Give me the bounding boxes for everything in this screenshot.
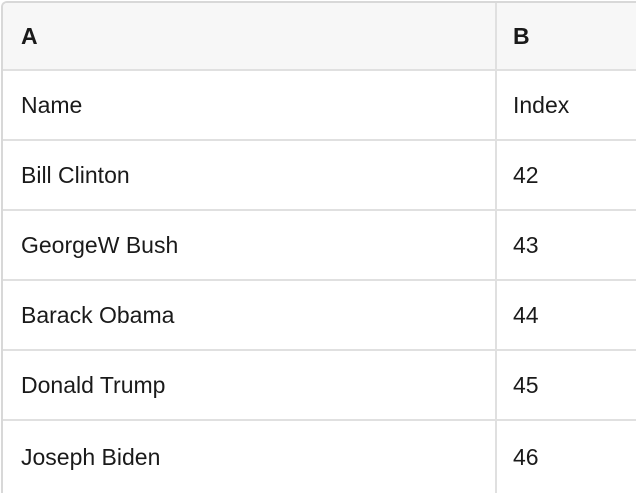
table-row: GeorgeW Bush 43 (3, 211, 636, 281)
cell-b[interactable]: Index (495, 71, 636, 139)
cell-a[interactable]: GeorgeW Bush (21, 231, 179, 258)
cell-b[interactable]: 46 (495, 421, 636, 493)
column-header-b[interactable]: B (495, 3, 636, 69)
table-row: Donald Trump 45 (3, 351, 636, 421)
table-row: Barack Obama 44 (3, 281, 636, 351)
cell-a[interactable]: Barack Obama (21, 301, 175, 328)
header-row: A B (3, 3, 636, 71)
table-row: Name Index (3, 71, 636, 141)
cell-a[interactable]: Name (21, 91, 83, 118)
cell-a[interactable]: Bill Clinton (21, 161, 130, 188)
table-body: Name Index Bill Clinton 42 GeorgeW Bush 43 Bar… (3, 71, 636, 493)
cell-b[interactable]: 45 (495, 351, 636, 419)
cell-b[interactable]: 42 (495, 141, 636, 209)
cell-b[interactable]: 44 (495, 281, 636, 349)
cell-b[interactable]: 43 (495, 211, 636, 279)
cell-a[interactable]: Donald Trump (21, 371, 166, 398)
table-row: Joseph Biden 46 (3, 421, 636, 493)
table-row: Bill Clinton 42 (3, 141, 636, 211)
column-header-a[interactable]: A (21, 22, 38, 49)
cell-a[interactable]: Joseph Biden (21, 443, 161, 470)
